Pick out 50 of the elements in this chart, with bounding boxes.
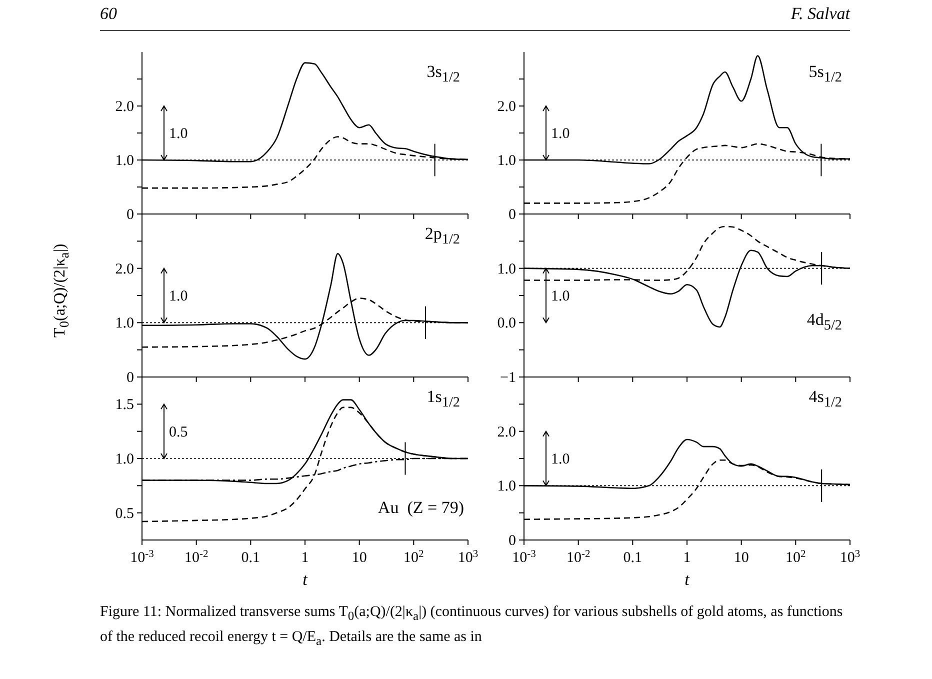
annotation: 2p$_{1/2}$ [424,224,460,248]
x-axis-title: t [684,570,691,589]
y-tick-label: 1.0 [115,153,134,169]
y-tick-label: 1.0 [497,261,516,278]
x-tick-label: 0.1 [241,550,260,566]
annotation: 1.0 [169,126,188,142]
y-tick-label: 0 [126,370,134,386]
annotation: 1s$_{1/2}$ [426,387,460,412]
y-tick-label: 1.5 [115,397,134,414]
annotation: 4s$_{1/2}$ [808,387,842,412]
x-tick-label: 10 [734,550,749,566]
y-tick-label: −1 [500,370,516,386]
y-tick-label: 1.0 [497,153,516,169]
y-tick-label: 2.0 [115,261,134,278]
x-tick-label: 10$^{-3}$ [512,548,536,566]
y-tick-label: 2.0 [497,424,516,440]
annotation: 1.0 [169,288,188,304]
x-tick-label: 10$^{-3}$ [130,548,154,566]
x-axis-title: t [302,570,309,589]
annotation: 0.5 [169,424,188,440]
y-tick-label: 0.5 [115,506,134,522]
y-tick-label: 0 [508,207,516,223]
y-tick-label: 1.0 [115,452,134,468]
annotation: 1.0 [551,126,570,142]
text: 60 [100,4,117,24]
x-tick-label: 10$^{2}$ [786,548,806,566]
text: Figure 11: Normalized transverse sums T$_{0}$(a;Q)/(2|κ$_{a}$|) (continuous curves) for various subshells of gold atoms, as functions of the reduced recoil energy t = Q/E$_{a}$. Details are the same as in [100,604,843,648]
y-tick-label: 2.0 [115,99,134,115]
annotation: Au (Z = 79) [376,498,464,518]
x-tick-label: 1 [301,550,309,566]
x-tick-label: 10 [352,550,367,566]
annotation: 3s$_{1/2}$ [426,62,460,86]
x-tick-label: 10$^{3}$ [840,548,860,566]
annotation: 1.0 [551,452,570,468]
x-tick-label: 10$^{2}$ [404,548,424,566]
y-tick-label: 1.0 [115,316,134,332]
x-tick-label: 10$^{3}$ [458,548,478,566]
annotation: 5s$_{1/2}$ [808,62,842,86]
annotation: 1.0 [551,288,570,304]
y-tick-label: 0 [126,207,134,223]
annotation: 4d$_{5/2}$ [806,310,842,334]
text: F. Salvat [790,4,850,24]
y-tick-label: 2.0 [497,99,516,115]
y-tick-label: 1.0 [497,478,516,495]
x-tick-label: 10$^{-2}$ [566,548,590,566]
x-tick-label: 1 [683,550,691,566]
y-tick-label: 0.0 [497,316,516,332]
x-tick-label: 10$^{-2}$ [184,548,208,566]
x-tick-label: 0.1 [623,550,642,566]
y-tick-label: 0 [508,533,516,549]
